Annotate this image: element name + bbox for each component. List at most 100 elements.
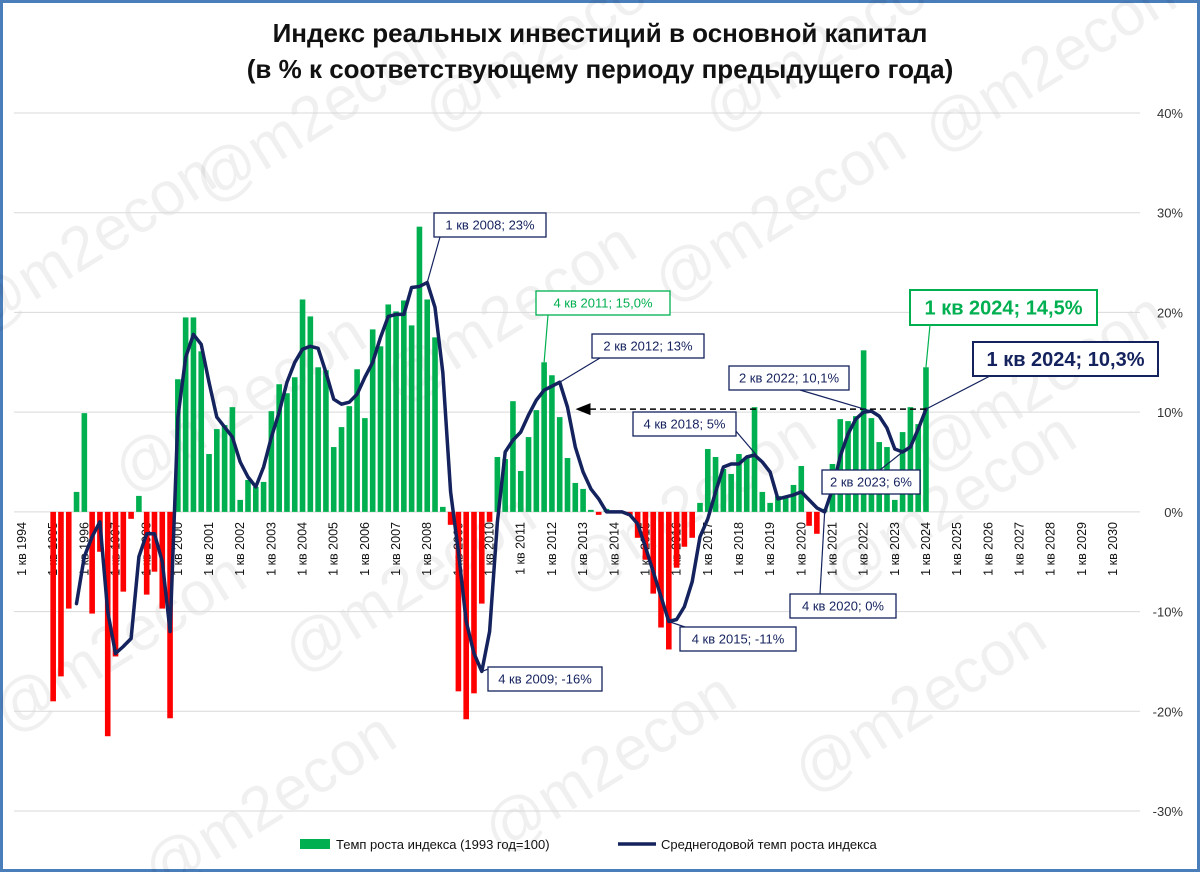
annotation-box: [972, 341, 1159, 377]
annotation: 2 кв 2022; 10,1%: [739, 371, 839, 386]
x-tick-label: 1 кв 2008: [420, 522, 434, 576]
x-tick-label: 1 кв 2024: [919, 522, 933, 576]
annotation: 4 кв 2015; -11%: [692, 632, 785, 647]
bar: [642, 511, 649, 560]
bar: [424, 299, 431, 512]
y-tick-label: 10%: [1157, 405, 1183, 420]
bar: [354, 369, 360, 512]
annotation-leader: [925, 324, 931, 368]
bar: [845, 421, 851, 512]
bar: [401, 300, 407, 512]
bar: [923, 367, 929, 512]
bar: [455, 511, 462, 692]
bar: [517, 470, 524, 512]
bar: [689, 511, 695, 538]
x-tick-label: 1 кв 2019: [763, 522, 777, 576]
bar: [751, 407, 758, 512]
bar: [486, 511, 493, 522]
bar: [650, 511, 657, 594]
bar: [720, 468, 727, 512]
bar: [447, 511, 454, 525]
annotation-leader: [799, 389, 872, 412]
bar: [790, 484, 797, 512]
bar: [681, 511, 688, 547]
bar: [229, 407, 236, 512]
bar: [494, 457, 501, 512]
bar: [89, 511, 95, 614]
annotation-box: [909, 289, 1098, 326]
bar: [697, 502, 703, 512]
bar: [767, 502, 773, 512]
bar: [556, 417, 563, 512]
bar: [782, 496, 789, 512]
y-tick-label: 20%: [1157, 305, 1183, 320]
line: [74, 280, 928, 674]
bar: [284, 393, 290, 512]
x-tick-label: 1 кв 2029: [1075, 522, 1089, 576]
x-tick-label: 1 кв 2030: [1106, 522, 1120, 576]
y-tick-label: -20%: [1153, 704, 1184, 719]
bar: [868, 418, 875, 512]
annotation-leader: [819, 511, 826, 595]
annotation: 2 кв 2023; 6%: [830, 475, 912, 490]
annotation-leader: [668, 620, 686, 628]
x-tick-label: 1 кв 2027: [1012, 522, 1026, 576]
chart-title: Индекс реальных инвестиций в основной ка…: [273, 18, 928, 48]
bar: [806, 511, 812, 526]
bar: [666, 511, 672, 650]
x-tick-label: 1 кв 2014: [607, 522, 621, 576]
annotation-box: [821, 469, 921, 495]
bar: [252, 486, 259, 512]
bar: [276, 384, 282, 512]
x-tick-label: 1 кв 2017: [701, 522, 715, 576]
annotation: 4 кв 2020; 0%: [802, 599, 884, 614]
bar: [190, 317, 197, 512]
bar: [853, 416, 859, 512]
bar: [502, 459, 508, 512]
bar: [291, 377, 298, 512]
annotation-box: [679, 626, 797, 652]
x-tick-label: 1 кв 2013: [576, 522, 590, 576]
x-tick-label: 1 кв 2002: [233, 522, 247, 576]
legend-label: Темп роста индекса (1993 год=100): [336, 837, 550, 852]
bar: [580, 488, 586, 512]
annotation-box: [728, 365, 850, 391]
annotation-leader: [543, 314, 549, 363]
bar: [323, 370, 329, 512]
bar: [214, 429, 220, 512]
bar: [892, 499, 898, 512]
bar: [588, 509, 594, 512]
bar: [416, 226, 423, 512]
bar: [673, 511, 680, 568]
bar: [120, 511, 127, 592]
bar: [369, 329, 376, 512]
y-tick-label: 30%: [1157, 206, 1183, 221]
x-tick-label: 1 кв 2021: [825, 522, 839, 576]
bar: [182, 317, 189, 512]
x-tick-label: 1 кв 2004: [296, 522, 310, 576]
bar: [775, 495, 781, 512]
bar: [728, 473, 734, 512]
bar: [268, 411, 275, 512]
bar: [564, 458, 571, 512]
x-tick-label: 1 кв 1996: [77, 522, 91, 576]
bar: [299, 299, 306, 512]
bar: [58, 511, 64, 677]
bar: [128, 511, 134, 519]
bar: [136, 495, 142, 512]
annotation-box: [535, 290, 671, 316]
annotation: 1 кв 2024; 14,5%: [925, 298, 1083, 320]
bar: [362, 418, 368, 512]
annotation-box: [632, 411, 737, 437]
bar: [73, 491, 80, 512]
bar: [658, 511, 664, 628]
x-tick-label: 1 кв 2028: [1044, 522, 1058, 576]
x-tick-label: 1 кв 2012: [545, 522, 559, 576]
bar: [743, 457, 750, 512]
x-tick-label: 1 кв 2023: [888, 522, 902, 576]
annotation-box: [433, 212, 547, 238]
bar: [595, 511, 602, 515]
x-tick-label: 1 кв 2001: [202, 522, 216, 576]
legend-swatch: [300, 839, 330, 849]
